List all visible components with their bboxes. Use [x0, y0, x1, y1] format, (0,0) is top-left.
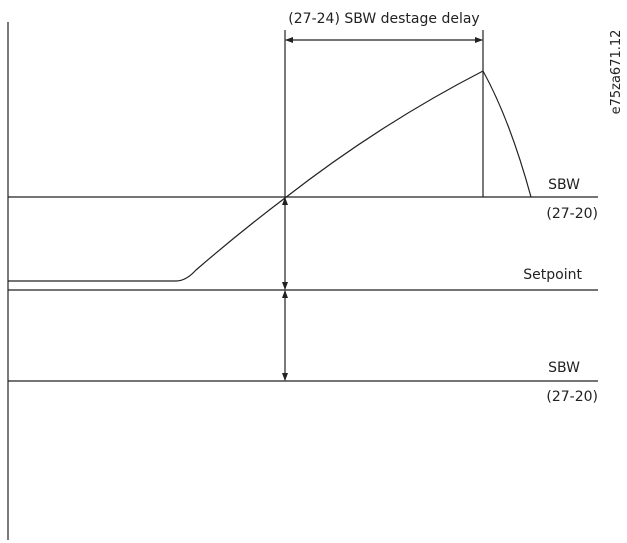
- delay-label: (27-24) SBW destage delay: [288, 11, 479, 27]
- sbw-label: SBW: [548, 177, 580, 193]
- setpoint-label: Setpoint: [523, 267, 582, 283]
- sbw-param: (27-20): [546, 206, 598, 222]
- sbw-label: SBW: [548, 360, 580, 376]
- sbw-param: (27-20): [546, 389, 598, 405]
- process-curve: [8, 70, 532, 282]
- figure-id: e75za671.12: [609, 30, 624, 115]
